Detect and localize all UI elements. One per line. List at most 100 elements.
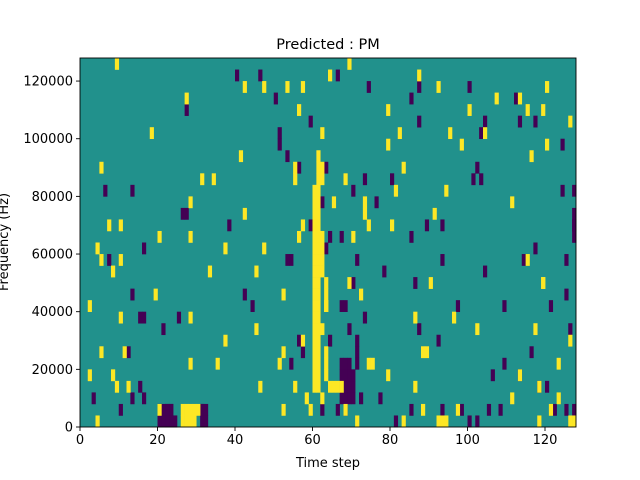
heatmap-cell-low [548, 300, 554, 312]
heatmap-cell-high [436, 415, 441, 428]
heatmap-cell-low [130, 288, 135, 301]
heatmap-cell-high [300, 219, 306, 232]
heatmap-cell-low [308, 115, 313, 128]
heatmap-cell-high [99, 254, 104, 266]
heatmap-cell-low [517, 115, 523, 128]
heatmap-cell-high [107, 219, 112, 232]
heatmap-cell-high [424, 346, 430, 359]
heatmap-cell-high [316, 277, 321, 289]
heatmap-cell-high [300, 81, 306, 93]
heatmap-cell-low [343, 369, 348, 382]
heatmap-cell-high [316, 311, 321, 324]
heatmap-cell-high [324, 300, 329, 312]
heatmap-cell-high [320, 173, 325, 186]
heatmap-cell-high [157, 403, 162, 416]
heatmap-cell-high [188, 403, 193, 416]
heatmap-cell-low [366, 81, 371, 93]
heatmap-cell-high [351, 230, 356, 243]
heatmap-cell-low [351, 392, 356, 405]
heatmap-cell-high [448, 127, 453, 140]
heatmap-cell-high [390, 219, 395, 232]
heatmap-cell-high [525, 104, 530, 116]
heatmap-cell-high [297, 230, 302, 243]
heatmap-cell-high [312, 357, 317, 370]
y-tick-label: 40000 [32, 305, 73, 320]
heatmap-cell-low [440, 403, 445, 416]
heatmap-cell-high [417, 69, 422, 82]
heatmap-cell-high [386, 138, 391, 151]
heatmap-cell-low [176, 311, 182, 324]
heatmap-cell-low [173, 415, 178, 428]
heatmap-cell-low [169, 403, 174, 416]
heatmap-cell-low [502, 300, 507, 312]
heatmap-cell-high [188, 357, 193, 370]
heatmap-cell-high [111, 265, 116, 278]
heatmap-cell-low [250, 300, 255, 312]
x-tick-label: 20 [149, 433, 166, 448]
heatmap-cell-high [207, 265, 213, 278]
heatmap-cell-high [258, 380, 263, 393]
plot-frame [79, 57, 577, 428]
heatmap-cell-high [215, 357, 220, 370]
heatmap-cell-low [300, 346, 306, 359]
heatmap-cell-low [409, 92, 414, 105]
heatmap-cell-high [316, 150, 321, 163]
heatmap-cell-high [436, 81, 441, 93]
heatmap-cell-low [498, 403, 503, 416]
heatmap-cell-high [254, 265, 259, 278]
heatmap-cell-high [312, 346, 317, 359]
heatmap-cell-high [312, 265, 317, 278]
heatmap-cell-high [99, 346, 104, 359]
heatmap-cell-high [312, 184, 317, 197]
heatmap-cell-high [455, 403, 461, 416]
heatmap-cell-low [161, 323, 166, 336]
heatmap-cell-low [138, 311, 143, 324]
heatmap-cell-low [362, 173, 368, 186]
heatmap-cell-high [281, 288, 286, 301]
heatmap-cell-low [552, 403, 557, 416]
heatmap-cell-low [502, 357, 507, 370]
heatmap-cell-low [285, 150, 290, 163]
heatmap-cell-low [328, 230, 333, 243]
heatmap-cell-high [312, 254, 317, 266]
heatmap-cell-high [312, 380, 317, 393]
heatmap-cell-low [204, 403, 209, 416]
heatmap-cell-high [196, 403, 201, 416]
heatmap-cell-low [459, 403, 464, 416]
heatmap-cell-low [355, 357, 360, 370]
heatmap-cell-low [417, 81, 422, 93]
heatmap-cell-high [362, 207, 368, 220]
heatmap-cell-high [312, 300, 317, 312]
heatmap-cell-high [366, 357, 371, 370]
heatmap-cell-high [293, 380, 298, 393]
heatmap-cell-high [95, 415, 100, 428]
heatmap-cell-high [328, 380, 333, 393]
heatmap-cell-low [533, 242, 538, 255]
heatmap-cell-high [393, 184, 399, 197]
heatmap-cell-high [572, 415, 577, 428]
heatmap-cell-high [316, 207, 321, 220]
heatmap-cell-low [200, 403, 205, 416]
heatmap-cell-high [568, 115, 573, 128]
heatmap-cell-high [324, 369, 329, 382]
y-axis-label: Frequency (Hz) [0, 193, 12, 291]
heatmap-cell-high [347, 277, 352, 289]
heatmap-cell-high [312, 242, 317, 255]
heatmap-cell-low [339, 357, 344, 370]
heatmap-cell-high [114, 58, 120, 70]
heatmap-cell-low [161, 403, 166, 416]
y-tick-label: 60000 [32, 248, 73, 263]
heatmap-cell-high [316, 357, 321, 370]
heatmap-cell-high [320, 265, 325, 278]
heatmap-cell-low [184, 207, 189, 220]
heatmap-cell-high [537, 415, 542, 428]
heatmap-cell-high [312, 277, 317, 289]
heatmap-cell-high [316, 230, 321, 243]
heatmap-cell-low [165, 415, 170, 428]
y-tick-label: 80000 [32, 190, 73, 205]
heatmap-cell-low [324, 242, 329, 255]
heatmap-cell-low [529, 346, 534, 359]
heatmap-cell-high [467, 104, 472, 116]
heatmap-cell-low [347, 380, 352, 393]
